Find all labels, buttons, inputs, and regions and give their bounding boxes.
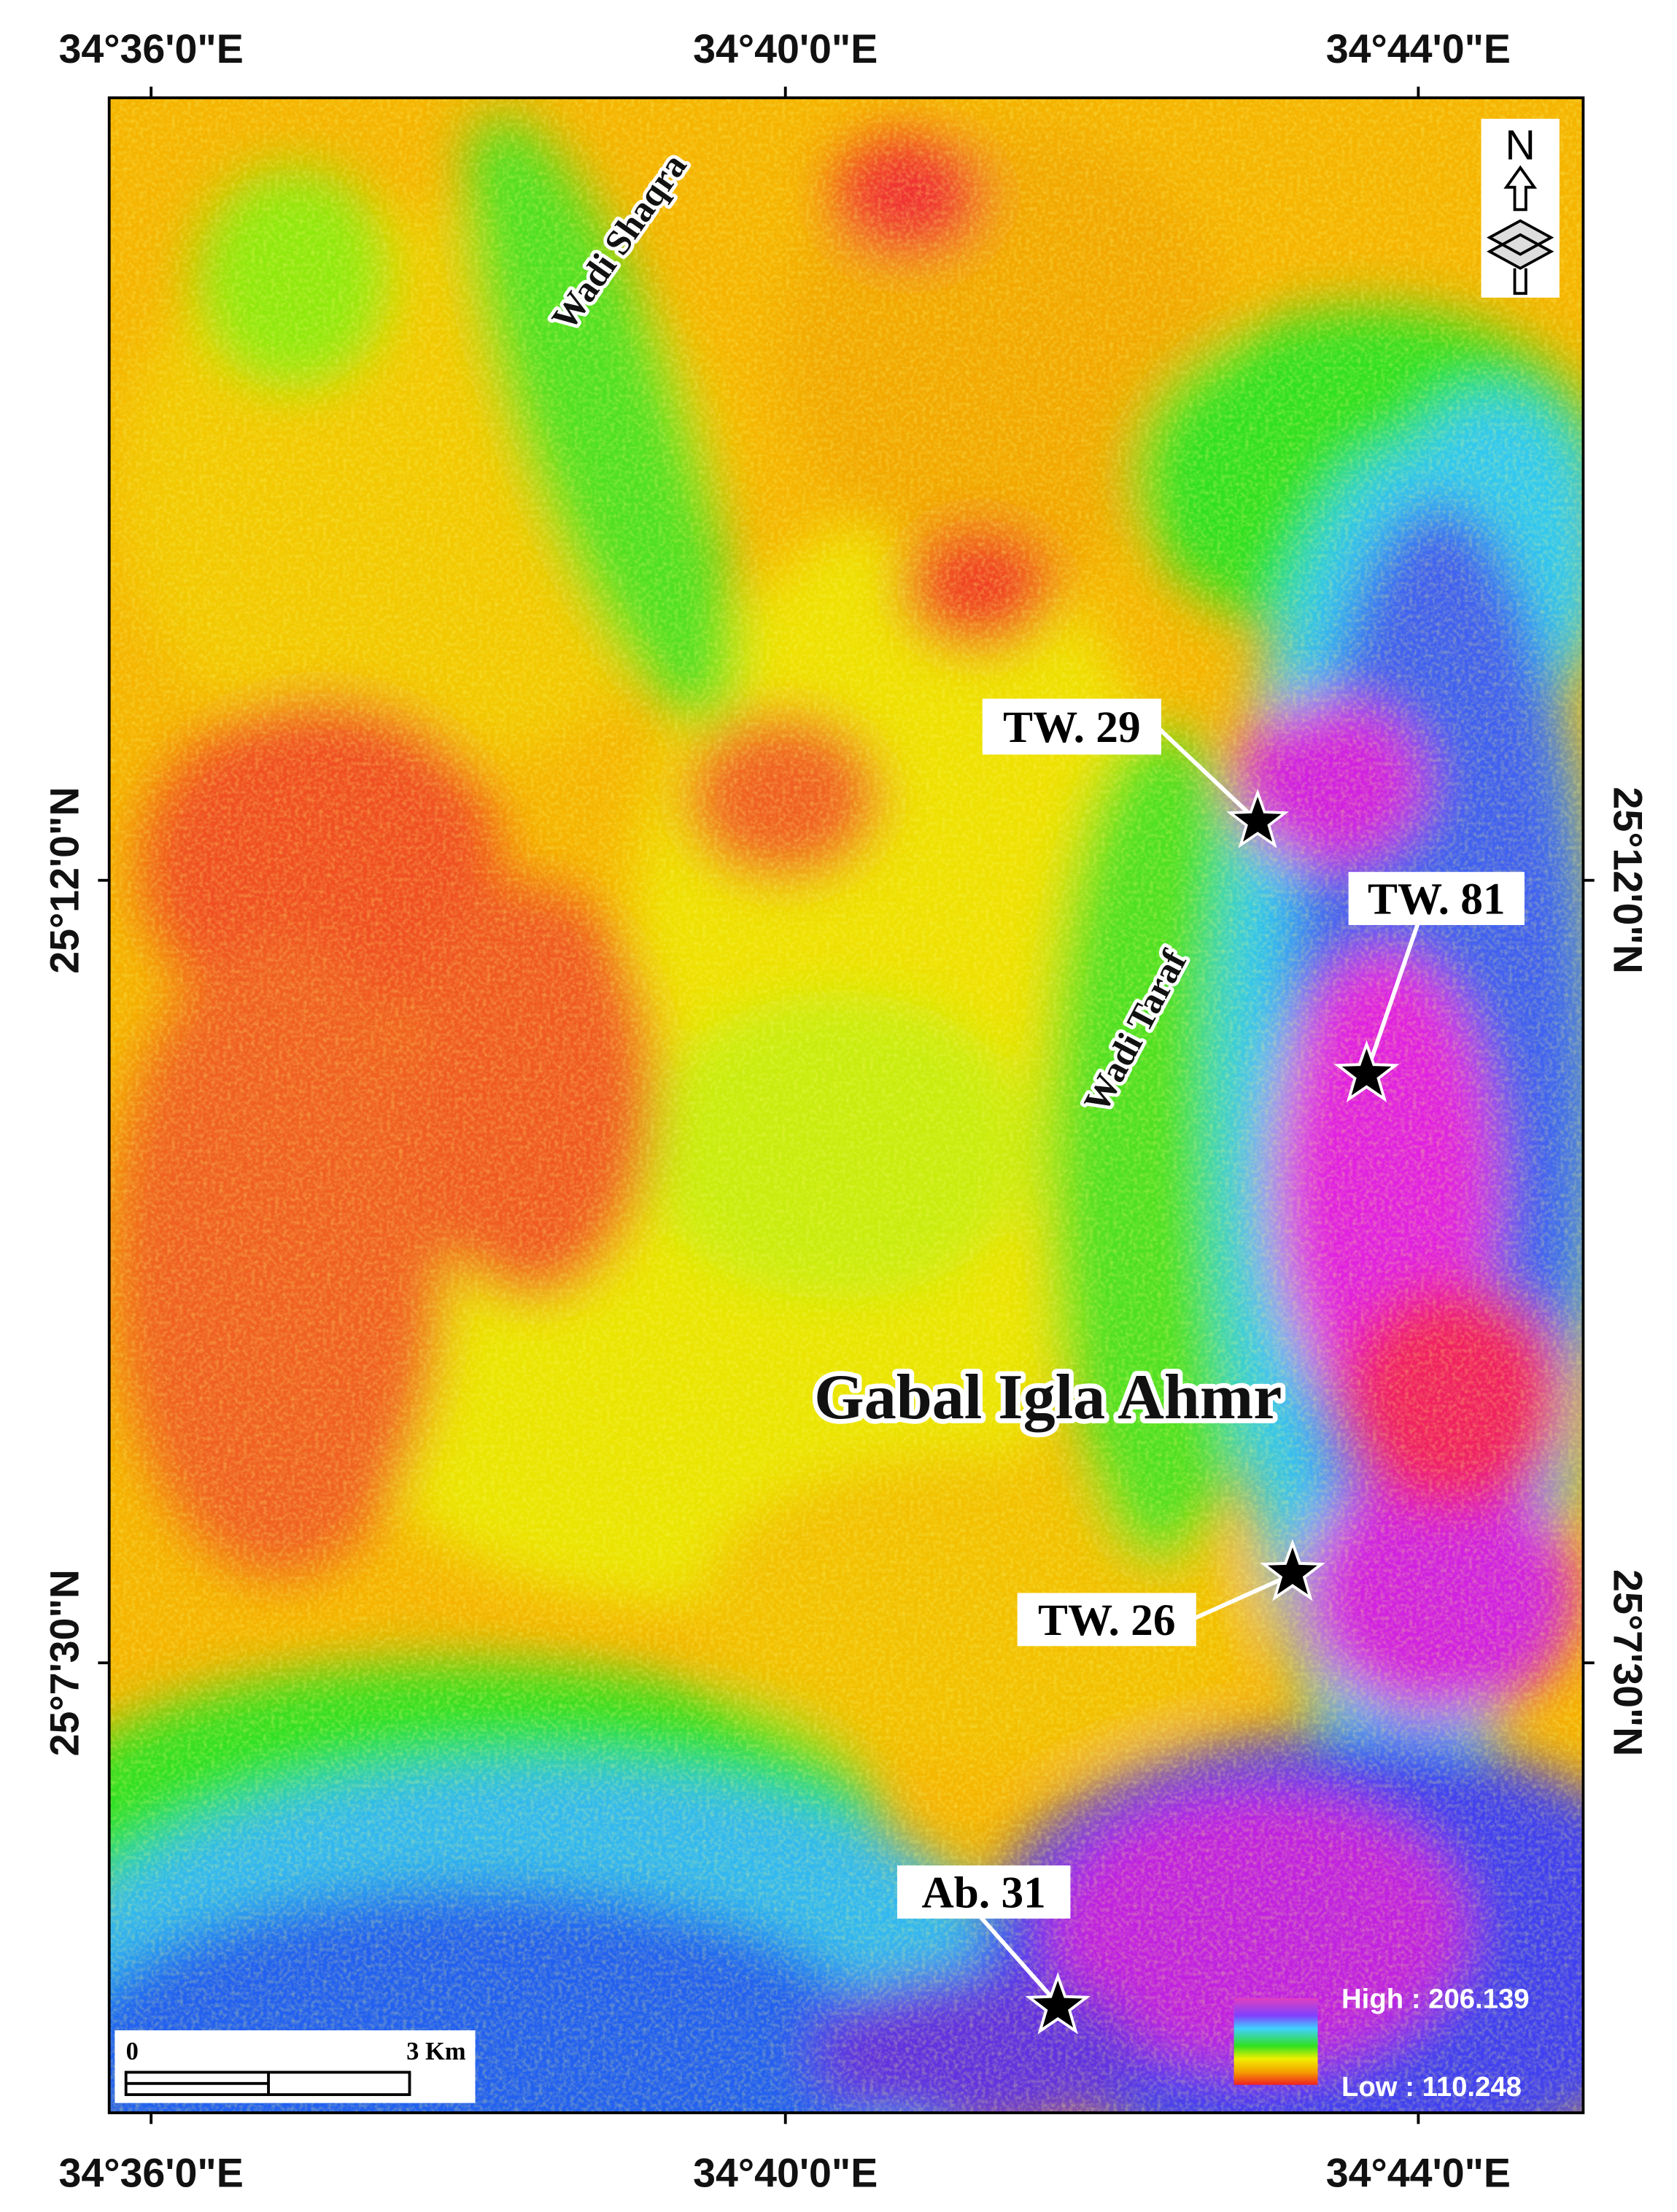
scale-label: 0	[126, 2038, 139, 2065]
latitude-label: 25°7'30"N	[42, 1569, 88, 1756]
latitude-label: 25°12'0"N	[1606, 787, 1651, 974]
map-frame	[107, 96, 1585, 2114]
longitude-label: 34°44'0"E	[1326, 2151, 1511, 2196]
well-label: TW. 26	[1038, 1596, 1175, 1645]
latitude-label: 25°12'0"N	[42, 787, 88, 974]
legend-ramp	[1233, 1998, 1318, 2085]
latitude-label: 25°7'30"N	[1606, 1569, 1651, 1756]
longitude-label: 34°40'0"E	[693, 26, 878, 71]
longitude-label: 34°40'0"E	[693, 2151, 878, 2196]
longitude-label: 34°36'0"E	[59, 26, 244, 71]
scale-bar	[115, 2030, 476, 2103]
well-label: Ab. 31	[922, 1868, 1046, 1917]
scale-label: 3 Km	[406, 2038, 466, 2065]
well-label: TW. 81	[1368, 875, 1505, 924]
place-label: Gabal Igla Ahmr	[814, 1361, 1282, 1433]
north-arrow	[1481, 118, 1560, 298]
well-label: TW. 29	[1003, 703, 1140, 752]
north-label: N	[1505, 122, 1535, 169]
legend-label: High : 206.139	[1341, 1983, 1530, 2014]
longitude-label: 34°44'0"E	[1326, 26, 1511, 71]
raster-map	[109, 98, 1584, 2114]
longitude-label: 34°36'0"E	[59, 2151, 244, 2196]
well-markers	[896, 698, 1525, 2033]
frame-ticks	[98, 86, 1595, 2124]
legend-label: Low : 110.248	[1341, 2071, 1522, 2103]
